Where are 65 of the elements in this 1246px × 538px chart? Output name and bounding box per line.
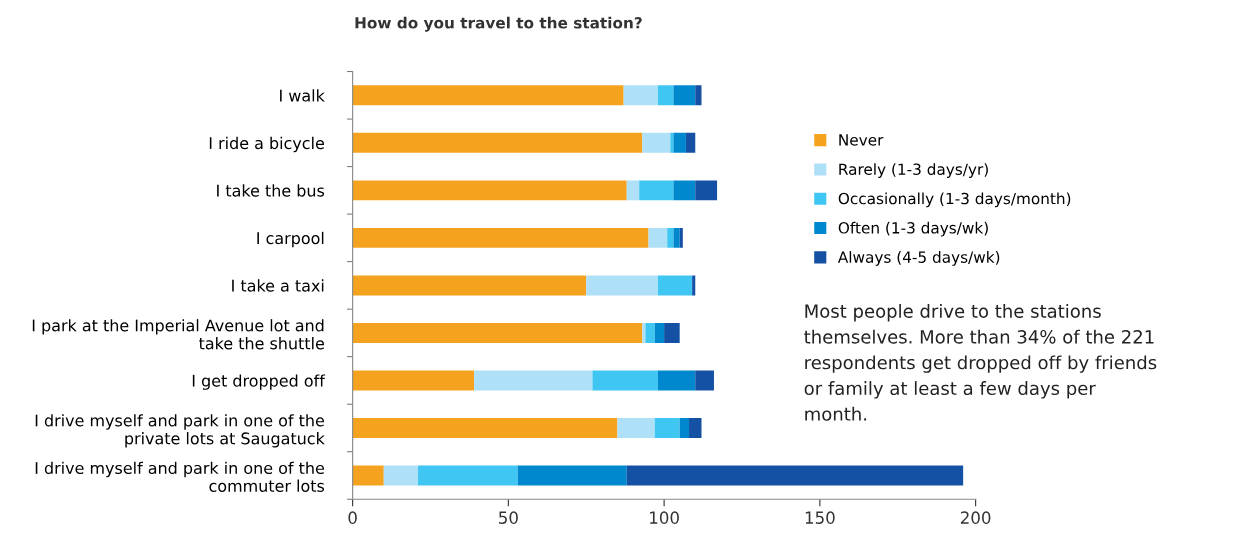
y-tick-label: I take the bus [217, 184, 325, 197]
bar [670, 132, 674, 153]
bar [352, 322, 643, 343]
bar [648, 227, 668, 248]
bar [352, 180, 627, 201]
bar [352, 465, 384, 486]
y-tick-label: I drive myself and park in one of the commuter lots [35, 461, 325, 492]
legend-label: Occasionally (1-3 days/month) [838, 192, 1071, 208]
bar [626, 180, 640, 201]
bar [695, 85, 702, 106]
bar [642, 132, 671, 153]
bar [673, 180, 696, 201]
bar [352, 370, 475, 391]
y-tick-label: I ride a bicycle [209, 136, 324, 153]
y-tick-label: I walk [280, 89, 325, 102]
bar [352, 418, 618, 438]
bar [645, 322, 655, 343]
y-tick-label: I park at the Imperial Avenue lot and take the shuttle [32, 319, 324, 350]
x-tick-label: 100 [650, 511, 679, 524]
bar [586, 275, 658, 296]
bar [654, 418, 680, 438]
bar [352, 227, 649, 248]
bar [679, 227, 683, 248]
bar [352, 85, 624, 106]
legend-label: Always (4-5 days/wk) [837, 251, 1000, 266]
chart-title: How do you travel to the station? [355, 16, 642, 32]
x-tick-label: 50 [499, 511, 518, 524]
x-tick-label: 0 [348, 511, 357, 524]
bar [657, 370, 696, 391]
bar [664, 322, 680, 343]
bar [673, 227, 680, 248]
bar [695, 180, 718, 201]
annotation: Most people drive to the stations themselves. More than 34% of the 221 respondents get dropped off by friends or family at least a few days per month. [804, 303, 1157, 421]
bar [418, 465, 518, 486]
bar [474, 370, 593, 391]
y-tick-label: I carpool [257, 231, 324, 248]
x-tick-label: 200 [960, 511, 991, 524]
y-tick-label: I take a taxi [232, 279, 324, 292]
y-tick-label: I get dropped off [192, 374, 326, 390]
y-tick-label: I drive myself and park in one of the private lots at Saugatuck [35, 414, 325, 448]
bar [667, 227, 674, 248]
bar [673, 132, 686, 153]
bar [352, 132, 643, 153]
legend-label: Rarely (1-3 days/yr) [839, 163, 988, 178]
bar [642, 322, 646, 343]
bar [673, 85, 696, 106]
bar [695, 370, 714, 391]
bar [623, 85, 658, 106]
bar [352, 275, 587, 296]
bar [617, 418, 655, 438]
legend-label: Never [839, 134, 884, 146]
bar [679, 418, 690, 438]
bar [517, 465, 627, 486]
x-tick-label: 150 [805, 511, 835, 524]
bar [626, 465, 964, 486]
bar [692, 275, 696, 296]
bar [639, 180, 674, 201]
bar [689, 418, 702, 438]
bar [383, 465, 419, 486]
bar [654, 322, 665, 343]
bar [592, 370, 658, 391]
bar [657, 85, 674, 106]
bar [657, 275, 693, 296]
bar [685, 132, 696, 153]
legend-label: Often (1-3 days/wk) [838, 221, 988, 237]
